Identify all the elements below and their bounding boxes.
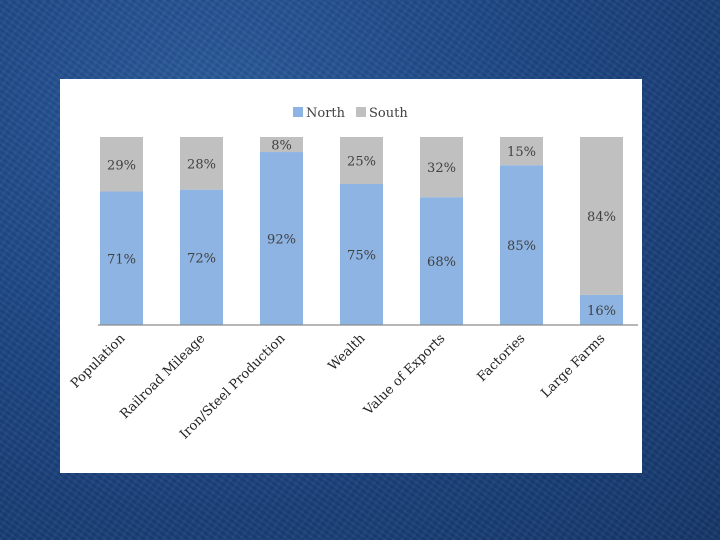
data-label-south-iron-steel-production: 8% — [271, 139, 292, 154]
chart-panel: North South 71% 29% 72% 28% 92% 8% 75% 25% 68% 32%… — [60, 79, 642, 473]
bar-north-factories — [500, 165, 543, 325]
data-label-south-wealth: 25% — [347, 155, 376, 170]
chart-legend: North South — [293, 106, 408, 121]
data-label-south-value-of-exports: 32% — [427, 161, 456, 176]
category-label: Railroad Mileage — [117, 331, 208, 422]
bar-north-population — [100, 191, 143, 325]
data-label-south-factories: 15% — [507, 145, 536, 160]
bar-south-large-farms — [580, 137, 623, 295]
bar-north-iron-steel-production — [260, 152, 303, 325]
bar-south-railroad-mileage — [180, 137, 223, 190]
bar-south-factories — [500, 137, 543, 166]
category-label: Factories — [475, 331, 529, 385]
data-label-north-wealth: 75% — [347, 249, 376, 264]
legend-label-south: South — [369, 106, 408, 121]
category-label: Large Farms — [538, 331, 608, 401]
chart-bars: 71% 29% 72% 28% 92% 8% 75% 25% 68% 32% 85% 15% 16% 84… — [100, 137, 623, 325]
bar-south-wealth — [340, 137, 383, 184]
bar-south-iron-steel-production — [260, 137, 303, 153]
category-label: Population — [68, 331, 129, 392]
bar-north-value-of-exports — [420, 197, 463, 325]
bar-north-railroad-mileage — [180, 189, 223, 325]
bar-south-population — [100, 137, 143, 192]
stacked-bar-chart: North South 71% 29% 72% 28% 92% 8% 75% 25% 68% 32%… — [68, 106, 638, 443]
data-label-north-factories: 85% — [507, 239, 536, 254]
bar-north-large-farms — [580, 294, 623, 325]
data-label-south-large-farms: 84% — [587, 210, 616, 225]
category-label: Wealth — [326, 331, 369, 374]
legend-swatch-north — [293, 107, 303, 117]
data-label-north-large-farms: 16% — [587, 304, 616, 319]
data-label-south-railroad-mileage: 28% — [187, 157, 216, 172]
bar-south-value-of-exports — [420, 137, 463, 198]
data-label-north-iron-steel-production: 92% — [267, 233, 296, 248]
data-label-south-population: 29% — [107, 158, 136, 173]
category-label: Value of Exports — [361, 331, 449, 419]
bar-north-wealth — [340, 184, 383, 325]
data-label-north-railroad-mileage: 72% — [187, 251, 216, 266]
data-label-north-population: 71% — [107, 252, 136, 267]
legend-label-north: North — [306, 106, 346, 121]
legend-swatch-south — [356, 107, 366, 117]
data-label-north-value-of-exports: 68% — [427, 255, 456, 270]
